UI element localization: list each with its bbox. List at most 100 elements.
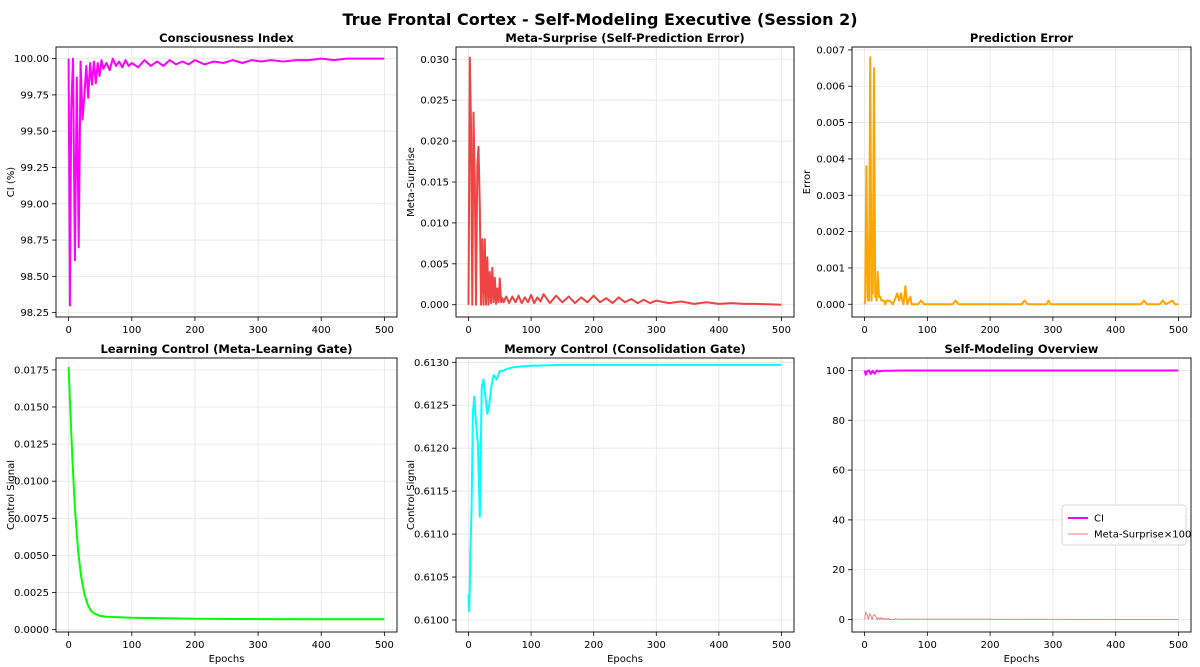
x-tick-label: 300 <box>647 325 666 336</box>
y-axis-label: Control Signal <box>6 460 17 530</box>
y-tick-label: 0.0100 <box>14 477 49 488</box>
x-tick-label: 200 <box>185 640 204 651</box>
y-tick-label: 0.020 <box>420 137 449 148</box>
y-tick-label: 40 <box>832 515 845 526</box>
chart-panel-5: 0 100 200 300 400 500 0.6100 0.6105 0.6110 0.6115… <box>406 342 795 665</box>
y-tick-label: 0.6125 <box>414 401 449 412</box>
y-tick-label: 0.007 <box>816 45 845 56</box>
chart-panel-1: 0 100 200 300 400 500 98.25 98.50 98.75 99.00 99.2… <box>6 31 398 336</box>
y-tick-label: 0.001 <box>816 263 845 274</box>
panel-title: Learning Control (Meta-Learning Gate) <box>100 342 352 356</box>
x-tick-label: 100 <box>918 640 937 651</box>
series-line-meta-surprise-100 <box>864 611 1179 620</box>
x-tick-label: 400 <box>709 640 728 651</box>
x-tick-label: 100 <box>122 640 141 651</box>
y-tick-label: 0 <box>839 615 845 626</box>
x-tick-label: 500 <box>772 640 791 651</box>
x-tick-label: 400 <box>1106 640 1125 651</box>
chart-panel-4: 0 100 200 300 400 500 0.0000 0.0025 0.0050 0.0075… <box>6 342 398 665</box>
y-tick-label: 0.002 <box>816 227 845 238</box>
y-tick-label: 0.6115 <box>414 487 449 498</box>
x-tick-label: 400 <box>312 640 331 651</box>
x-tick-label: 400 <box>1106 325 1125 336</box>
plot-frame <box>55 357 398 633</box>
y-tick-label: 0.006 <box>816 82 845 93</box>
x-tick-label: 0 <box>465 325 471 336</box>
y-tick-label: 99.50 <box>20 127 49 138</box>
x-tick-label: 200 <box>584 325 603 336</box>
y-tick-label: 0.6105 <box>414 573 449 584</box>
y-axis-label: Control Signal <box>406 460 417 530</box>
y-tick-label: 0.005 <box>420 259 449 270</box>
y-tick-label: 0.025 <box>420 96 449 107</box>
plot-frame <box>455 357 795 633</box>
x-tick-label: 0 <box>65 640 71 651</box>
y-tick-label: 60 <box>832 466 845 477</box>
y-tick-label: 0.6100 <box>414 615 449 626</box>
legend-label: CI <box>1094 514 1104 525</box>
plot-area <box>56 47 397 317</box>
series-line-ci <box>67 57 385 307</box>
x-tick-label: 0 <box>465 640 471 651</box>
y-tick-label: 0.6130 <box>414 358 449 369</box>
legend-label: Meta-Surprise×100 <box>1094 530 1191 541</box>
x-tick-label: 300 <box>1043 325 1062 336</box>
panel-title: Self-Modeling Overview <box>945 342 1099 356</box>
x-tick-label: 200 <box>981 640 1000 651</box>
panel-title: Meta-Surprise (Self-Prediction Error) <box>505 31 744 45</box>
y-axis-label: Error <box>802 169 813 194</box>
x-tick-label: 0 <box>861 325 867 336</box>
y-tick-label: 0.000 <box>420 300 449 311</box>
y-tick-label: 98.50 <box>20 272 49 283</box>
y-tick-label: 0.000 <box>816 300 845 311</box>
x-tick-label: 100 <box>522 325 541 336</box>
y-tick-label: 99.00 <box>20 199 49 210</box>
y-tick-label: 99.25 <box>20 163 49 174</box>
x-tick-label: 300 <box>647 640 666 651</box>
y-tick-label: 0.0125 <box>14 440 49 451</box>
x-axis-label: Epochs <box>209 654 245 665</box>
x-tick-label: 500 <box>772 325 791 336</box>
x-tick-label: 400 <box>709 325 728 336</box>
figure-title: True Frontal Cortex - Self-Modeling Exec… <box>342 10 857 29</box>
series-line-meta-surprise <box>467 56 782 306</box>
x-tick-label: 200 <box>185 325 204 336</box>
series-line-prediction-error <box>863 56 1179 306</box>
x-tick-label: 500 <box>375 325 394 336</box>
y-tick-label: 0.0025 <box>14 588 49 599</box>
chart-panel-6: 0 100 200 300 400 500 0 20 40 60 80 100 Self-Modelin… <box>826 342 1192 665</box>
x-tick-label: 100 <box>918 325 937 336</box>
y-tick-label: 99.75 <box>20 90 49 101</box>
y-tick-label: 0.003 <box>816 191 845 202</box>
y-tick-label: 98.75 <box>20 236 49 247</box>
chart-panel-3: 0 100 200 300 400 500 0.000 0.001 0.002 0.003 0.00… <box>802 31 1192 336</box>
y-tick-label: 0.6110 <box>414 530 449 541</box>
y-axis-label: Meta-Surprise <box>406 147 417 217</box>
x-tick-label: 400 <box>312 325 331 336</box>
x-tick-label: 300 <box>1043 640 1062 651</box>
y-tick-label: 100 <box>826 366 845 377</box>
y-tick-label: 0.0050 <box>14 551 49 562</box>
series-line-learning-control <box>67 366 385 621</box>
plot-frame <box>455 46 795 318</box>
panel-title: Consciousness Index <box>159 31 294 45</box>
panel-title: Prediction Error <box>970 31 1074 45</box>
y-tick-label: 0.030 <box>420 55 449 66</box>
y-tick-label: 0.015 <box>420 178 449 189</box>
plot-frame <box>55 46 398 318</box>
plot-frame <box>851 357 1192 633</box>
y-tick-label: 0.0075 <box>14 514 49 525</box>
y-tick-label: 20 <box>832 565 845 576</box>
y-tick-label: 0.0150 <box>14 402 49 413</box>
y-tick-label: 98.25 <box>20 308 49 319</box>
x-tick-label: 200 <box>981 325 1000 336</box>
plot-area <box>852 47 1191 317</box>
y-axis-label: CI (%) <box>6 167 17 198</box>
legend-box <box>1061 504 1187 546</box>
plot-area <box>56 358 397 632</box>
plot-frame <box>851 46 1192 318</box>
series-line-memory-control <box>467 363 782 613</box>
x-tick-label: 0 <box>65 325 71 336</box>
x-tick-label: 500 <box>1169 640 1188 651</box>
